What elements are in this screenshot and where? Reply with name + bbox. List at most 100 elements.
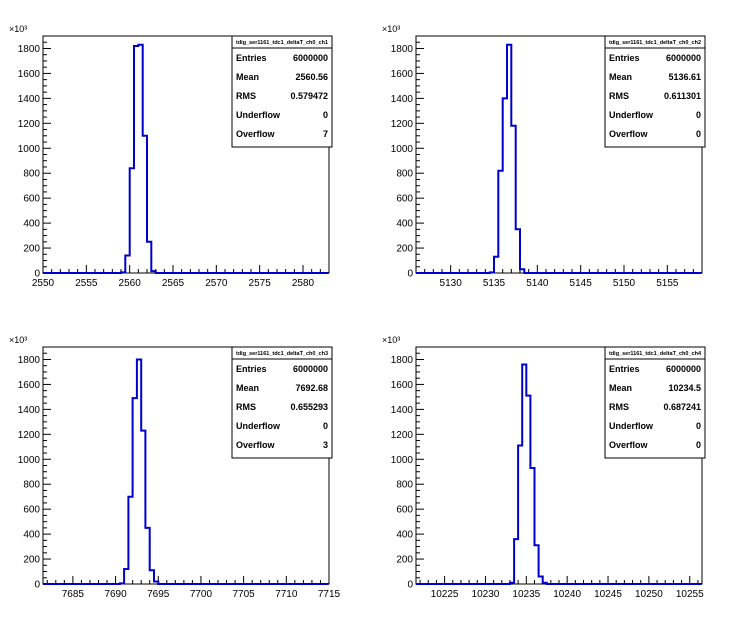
stats-label-entries: Entries — [609, 364, 640, 374]
stats-value-overflow: 7 — [323, 129, 328, 139]
stats-label-mean: Mean — [609, 72, 632, 82]
stats-box — [604, 35, 706, 148]
x-tick-label: 2560 — [119, 278, 142, 289]
y-tick-label: 0 — [34, 580, 40, 591]
y-tick-label: 400 — [23, 530, 40, 541]
y-tick-label: 1600 — [391, 380, 414, 391]
stats-label-underflow: Underflow — [609, 110, 654, 120]
y-exponent-label: ×10³ — [9, 24, 27, 34]
y-tick-label: 800 — [23, 480, 40, 491]
x-tick-label: 2550 — [32, 278, 55, 289]
stats-label-rms: RMS — [236, 91, 256, 101]
y-tick-label: 600 — [396, 194, 413, 205]
stats-box-title: tdig_ser1161_tdc1_deltaT_ch0_ch4 — [609, 351, 702, 357]
y-tick-label: 800 — [396, 480, 413, 491]
y-exponent-label: ×10³ — [9, 335, 27, 345]
stats-value-overflow: 0 — [696, 440, 701, 450]
y-tick-label: 200 — [396, 555, 413, 566]
stats-label-mean: Mean — [236, 72, 259, 82]
y-tick-label: 1800 — [18, 355, 41, 366]
stats-value-underflow: 0 — [696, 421, 701, 431]
y-tick-label: 400 — [396, 530, 413, 541]
y-exponent-label: ×10³ — [382, 335, 400, 345]
stats-value-entries: 6000000 — [666, 53, 701, 63]
x-tick-label: 10240 — [553, 589, 581, 600]
histogram-panel-3: 0 200 400 600 800 1000 1200 1400 1600 1800 7685 769… — [9, 335, 341, 600]
x-tick-label: 2570 — [205, 278, 228, 289]
stats-label-entries: Entries — [236, 53, 267, 63]
stats-value-mean: 10234.5 — [668, 383, 701, 393]
histogram-outline — [416, 363, 702, 585]
x-tick-label: 10235 — [512, 589, 540, 600]
stats-value-entries: 6000000 — [293, 364, 328, 374]
y-tick-label: 600 — [396, 505, 413, 516]
y-tick-label: 1800 — [391, 355, 414, 366]
stats-label-rms: RMS — [609, 91, 629, 101]
x-tick-label: 5140 — [526, 278, 549, 289]
stats-value-mean: 5136.61 — [668, 72, 701, 82]
x-tick-label: 7685 — [62, 589, 85, 600]
x-tick-label: 5155 — [656, 278, 679, 289]
x-tick-label: 2580 — [292, 278, 315, 289]
y-tick-label: 1200 — [18, 430, 41, 441]
x-tick-label: 7715 — [318, 589, 341, 600]
stats-label-rms: RMS — [236, 402, 256, 412]
stats-box — [604, 346, 706, 459]
stats-value-rms: 0.687241 — [663, 402, 701, 412]
y-tick-label: 1600 — [391, 69, 414, 80]
y-tick-label: 400 — [396, 219, 413, 230]
y-tick-label: 1000 — [391, 144, 414, 155]
y-tick-label: 200 — [396, 244, 413, 255]
stats-label-underflow: Underflow — [236, 421, 281, 431]
histogram-outline — [43, 43, 329, 274]
y-tick-label: 1000 — [18, 455, 41, 466]
y-tick-label: 600 — [23, 194, 40, 205]
stats-label-overflow: Overflow — [236, 440, 276, 450]
stats-label-overflow: Overflow — [609, 440, 649, 450]
x-tick-label: 5150 — [613, 278, 636, 289]
stats-box — [231, 35, 333, 148]
stats-label-overflow: Overflow — [236, 129, 276, 139]
stats-value-underflow: 0 — [323, 110, 328, 120]
x-tick-label: 5145 — [570, 278, 593, 289]
stats-value-entries: 6000000 — [293, 53, 328, 63]
y-tick-label: 200 — [23, 244, 40, 255]
y-tick-label: 1200 — [391, 119, 414, 130]
stats-label-rms: RMS — [609, 402, 629, 412]
x-tick-label: 10225 — [431, 589, 459, 600]
x-tick-label: 7690 — [104, 589, 127, 600]
x-tick-label: 10230 — [472, 589, 500, 600]
y-tick-label: 0 — [407, 580, 413, 591]
x-tick-label: 10245 — [594, 589, 622, 600]
stats-value-rms: 0.611301 — [664, 91, 701, 101]
y-tick-label: 1200 — [391, 430, 414, 441]
stats-value-mean: 7692.68 — [295, 383, 328, 393]
y-tick-label: 1000 — [391, 455, 414, 466]
y-tick-label: 1600 — [18, 380, 41, 391]
stats-box-title: tdig_ser1161_tdc1_deltaT_ch0_ch3 — [236, 351, 328, 357]
y-tick-label: 0 — [34, 269, 40, 280]
y-tick-label: 200 — [23, 555, 40, 566]
y-tick-label: 1800 — [391, 44, 414, 55]
stats-box-title: tdig_ser1161_tdc1_deltaT_ch0_ch2 — [609, 40, 701, 46]
y-tick-label: 1400 — [391, 405, 414, 416]
x-tick-label: 10255 — [676, 589, 704, 600]
histogram-outline — [43, 358, 329, 585]
histogram-panel-4: 0 200 400 600 800 1000 1200 1400 1600 1800 10225 10… — [382, 335, 706, 600]
y-tick-label: 1200 — [18, 119, 41, 130]
stats-box-title: tdig_ser1161_tdc1_deltaT_ch0_ch1 — [236, 40, 328, 46]
y-tick-label: 1400 — [391, 94, 414, 105]
stats-label-mean: Mean — [609, 383, 632, 393]
y-tick-label: 400 — [23, 219, 40, 230]
y-tick-label: 1000 — [18, 144, 41, 155]
stats-value-rms: 0.655293 — [290, 402, 328, 412]
stats-label-underflow: Underflow — [609, 421, 654, 431]
stats-label-overflow: Overflow — [609, 129, 649, 139]
y-tick-label: 800 — [396, 169, 413, 180]
histogram-outline — [416, 43, 702, 274]
x-tick-label: 2565 — [162, 278, 185, 289]
stats-value-overflow: 0 — [696, 129, 701, 139]
stats-value-overflow: 3 — [323, 440, 328, 450]
stats-label-underflow: Underflow — [236, 110, 281, 120]
